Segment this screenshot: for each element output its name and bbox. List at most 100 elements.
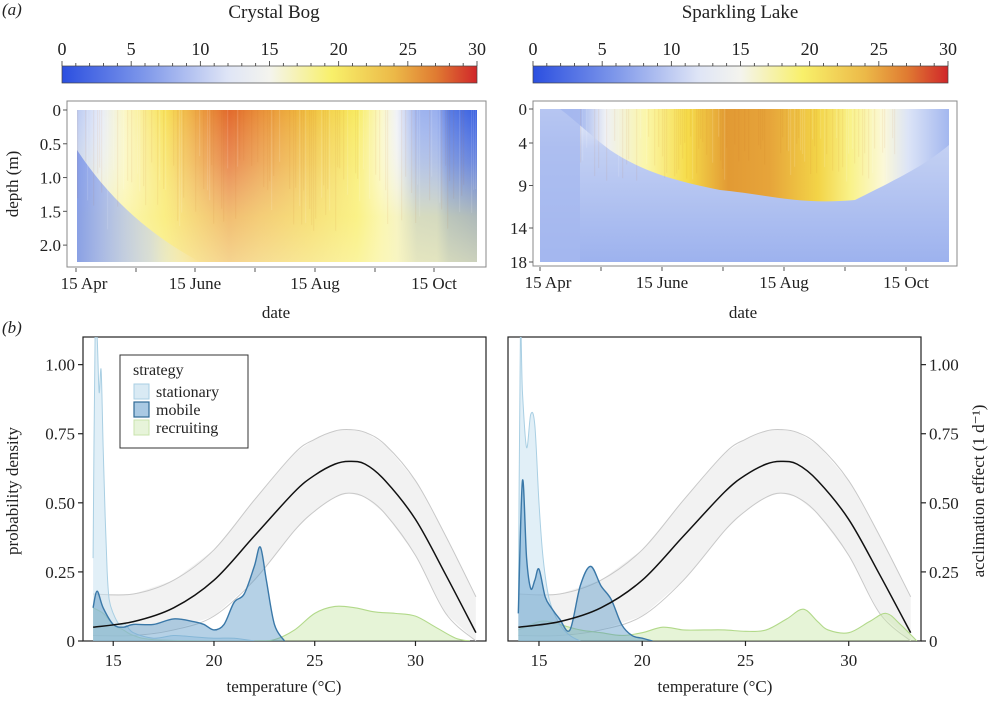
heatmap-streak <box>303 110 305 191</box>
heatmap-streak <box>648 109 650 137</box>
heatmap-streak <box>323 110 325 186</box>
colorbar-tick-label: 5 <box>127 39 136 59</box>
colorbar-tick-label: 5 <box>598 39 607 59</box>
heatmap-streak <box>369 110 371 199</box>
heatmap-streak <box>257 110 259 163</box>
heatmap-streak <box>209 110 211 201</box>
heatmap-streak <box>846 109 848 182</box>
heatmap-streak <box>676 109 678 174</box>
heatmap-streak <box>782 109 784 138</box>
heatmap-streak <box>359 110 361 202</box>
density-area-recruiting <box>518 609 917 641</box>
heatmap-streak <box>363 110 365 170</box>
heatmap-streak <box>786 109 788 151</box>
heatmap-streak <box>814 109 816 147</box>
acclimation-effect-line <box>518 460 912 634</box>
acclimation-effect-line <box>92 460 477 634</box>
colorbar-tick-label: 30 <box>468 39 486 59</box>
heatmap-streak <box>151 110 153 163</box>
heatmap-streak <box>848 109 850 154</box>
y-tick-label: 14 <box>510 219 528 238</box>
heatmap-streak <box>355 110 357 174</box>
heatmap-streak <box>762 109 764 141</box>
heatmap-streak <box>682 109 684 159</box>
heatmap-streak <box>810 109 812 174</box>
heatmap-streak <box>223 110 225 222</box>
x-tick-label: 15 June <box>636 273 688 292</box>
heatmap-streak <box>724 109 726 180</box>
heatmap-streak <box>439 110 441 203</box>
heatmap-streak <box>347 110 349 195</box>
density-area-stationary <box>93 337 255 641</box>
heatmap-streak <box>131 110 133 183</box>
y-tick-label: 1.00 <box>929 356 959 375</box>
heatmap-streak <box>445 110 447 166</box>
heatmap-streak <box>582 109 584 161</box>
heatmap-streak <box>862 109 864 176</box>
density-line-recruiting <box>518 608 918 641</box>
heatmap-cold-bottom <box>77 150 200 262</box>
heatmap-streak <box>295 110 297 188</box>
colorbar-gradient <box>532 65 949 84</box>
heatmap-streak <box>213 110 215 224</box>
heatmap-streak <box>882 109 884 153</box>
heatmap-streak <box>415 110 417 224</box>
heatmap-streak <box>884 109 886 149</box>
heatmap-streak <box>177 110 179 221</box>
heatmap-streak <box>800 109 802 151</box>
heatmap-streak <box>722 109 724 169</box>
heatmap-streak <box>269 110 271 182</box>
heatmap-streak <box>289 110 291 190</box>
heatmap-streak <box>311 110 313 226</box>
heatmap-streak <box>706 109 708 155</box>
density-line-stationary <box>517 337 581 641</box>
heatmap-streak <box>718 109 720 137</box>
heatmap-streak <box>734 109 736 145</box>
heatmap-streak <box>738 109 740 162</box>
colorbar-tick-label: 0 <box>529 39 538 59</box>
heatmap-streak <box>690 109 692 137</box>
heatmap-streak <box>117 110 119 207</box>
heatmap-streak <box>379 110 381 181</box>
heatmap-streak <box>696 109 698 174</box>
heatmap-streak <box>788 109 790 152</box>
x-tick-label: 15 <box>105 651 122 670</box>
x-tick-label: 20 <box>205 651 222 670</box>
heatmap-streak <box>159 110 161 181</box>
heatmap-streak <box>692 109 694 180</box>
heatmap-streak <box>107 110 109 230</box>
heatmap-streak <box>580 109 582 163</box>
heatmap-streak <box>441 110 443 210</box>
heatmap-streak <box>417 110 419 185</box>
y-tick-label: 0.50 <box>929 494 959 513</box>
x-tick-label: 15 June <box>169 274 221 293</box>
heatmap-streak <box>85 110 87 162</box>
heatmap-streak <box>894 109 896 155</box>
heatmap-streak <box>143 110 145 187</box>
heatmap-streak <box>267 110 269 190</box>
legend-swatch-recruiting <box>133 419 150 436</box>
heatmap-streak <box>658 109 660 148</box>
sparkling-lake-title: Sparkling Lake <box>682 2 799 23</box>
y-tick-label: 0 <box>67 632 76 651</box>
heatmap-streak <box>820 109 822 139</box>
heatmap-streak <box>626 109 628 165</box>
legend-title: strategy <box>133 362 184 379</box>
colorbar-tick-label: 30 <box>939 39 957 59</box>
density-line-stationary <box>92 337 255 641</box>
heatmap-streak <box>463 110 465 185</box>
heatmap-streak <box>854 109 856 164</box>
heatmap-streak <box>812 109 814 140</box>
y-tick-label: 0 <box>53 101 62 120</box>
heatmap-streak <box>622 109 624 179</box>
heatmap-streak <box>824 109 826 168</box>
crystal-bog-colorbar <box>61 65 478 84</box>
heatmap-streak <box>678 109 680 170</box>
heatmap-streak <box>227 110 229 169</box>
crystal-bog-colorbar-ticks: 0 5 10 15 20 25 30 <box>58 39 486 66</box>
heatmap-streak <box>77 110 79 199</box>
x-tick-label: 15 Apr <box>525 273 572 292</box>
legend-label-stationary: stationary <box>156 384 219 401</box>
heatmap-streak <box>325 110 327 216</box>
heatmap-streak <box>618 109 620 177</box>
